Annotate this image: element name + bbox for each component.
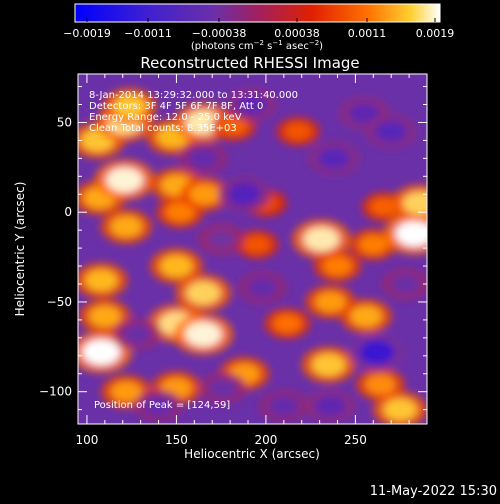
heatmap-blob bbox=[185, 281, 221, 305]
x-tick-label: 100 bbox=[75, 433, 98, 447]
detectors-annotation: Detectors: 3F 4F 5F 6F 7F 8F, Att 0 bbox=[89, 101, 263, 112]
heatmap-blob bbox=[375, 120, 408, 143]
x-axis-label: Heliocentric X (arcsec) bbox=[184, 447, 320, 461]
heatmap-blob bbox=[82, 339, 121, 366]
colorbar-ticks bbox=[86, 18, 436, 22]
peak-position-annotation: Position of Peak = [124,59] bbox=[94, 400, 230, 411]
colorbar-tick-label: −0.0019 bbox=[63, 27, 111, 40]
x-tick-label: 250 bbox=[344, 433, 367, 447]
y-tick-label: −100 bbox=[39, 385, 72, 399]
heatmap-blob bbox=[268, 395, 300, 417]
heatmap-blob bbox=[165, 202, 195, 223]
heatmap-blob bbox=[402, 191, 427, 215]
heatmap-blob bbox=[206, 229, 236, 249]
heatmap-blob bbox=[159, 254, 193, 278]
y-axis-label: Heliocentric Y (arcsec) bbox=[13, 182, 27, 317]
heatmap-layer bbox=[78, 87, 427, 424]
heatmap-blob bbox=[383, 398, 418, 422]
clean-annotation: Clean Total counts: 8.35E+03 bbox=[89, 123, 237, 134]
plot-frame bbox=[77, 73, 428, 425]
axis-ticks bbox=[78, 74, 428, 424]
heatmap-blob bbox=[113, 94, 147, 118]
heatmap-blob bbox=[390, 274, 421, 294]
x-tick-label: 150 bbox=[165, 433, 188, 447]
energy-range-annotation: Energy Range: 12.0 - 25.0 keV bbox=[89, 112, 242, 123]
colorbar-tick-label: 0.00038 bbox=[274, 27, 320, 40]
heatmap-blob bbox=[227, 183, 261, 206]
heatmap-blob bbox=[358, 234, 389, 255]
heatmap-blob bbox=[273, 313, 302, 334]
heatmap-blob bbox=[189, 183, 221, 205]
heatmap-blob bbox=[110, 381, 142, 403]
heatmap-blob bbox=[370, 197, 398, 217]
heatmap-blob bbox=[184, 321, 222, 347]
heatmap-blob bbox=[303, 226, 340, 252]
heatmap-blob bbox=[359, 340, 395, 364]
colorbar-tick-label: 0.0011 bbox=[348, 27, 387, 40]
heatmap-blob bbox=[350, 305, 383, 328]
colorbar-tick-label: −0.00038 bbox=[192, 27, 247, 40]
heatmap-blob bbox=[365, 374, 396, 395]
chart-title: Reconstructed RHESSI Image bbox=[140, 54, 359, 72]
heatmap-blob bbox=[247, 277, 278, 298]
colorbar-units: (photons cm−2 s−1 asec−2) bbox=[191, 39, 323, 52]
y-tick-label: −50 bbox=[47, 295, 72, 309]
heatmap-blob bbox=[219, 116, 248, 136]
heatmap-blob bbox=[348, 103, 380, 124]
x-tick-label: 200 bbox=[254, 433, 277, 447]
heatmap-blob bbox=[143, 395, 174, 417]
colorbar-tick-label: 0.0019 bbox=[416, 27, 455, 40]
heatmap-blob bbox=[314, 291, 346, 313]
heatmap-blob bbox=[322, 256, 353, 276]
heatmap-blob bbox=[311, 353, 346, 377]
heatmap-blob bbox=[395, 220, 427, 247]
heatmap-blob bbox=[84, 269, 118, 292]
heatmap-blob bbox=[284, 122, 312, 141]
heatmap-blob bbox=[243, 235, 271, 254]
y-tick-label: 0 bbox=[64, 205, 72, 219]
heatmap-blob bbox=[235, 94, 268, 115]
time-range-annotation: 8-Jan-2014 13:29:32.000 to 13:31:40.000 bbox=[89, 90, 298, 101]
y-tick-label: 50 bbox=[57, 115, 72, 129]
heatmap-blob bbox=[317, 147, 350, 170]
heatmap-blob bbox=[188, 148, 219, 169]
heatmap-blob bbox=[105, 167, 144, 193]
heatmap-blob bbox=[88, 305, 121, 328]
heatmap-blob bbox=[122, 324, 152, 345]
heatmap-blob bbox=[208, 378, 238, 398]
colorbar-tick-label: −0.0011 bbox=[124, 27, 172, 40]
colorbar bbox=[74, 3, 441, 23]
heatmap-blob bbox=[110, 215, 143, 238]
heatmap-blob bbox=[314, 395, 346, 417]
footer-date: 11-May-2022 15:30 bbox=[370, 484, 497, 499]
